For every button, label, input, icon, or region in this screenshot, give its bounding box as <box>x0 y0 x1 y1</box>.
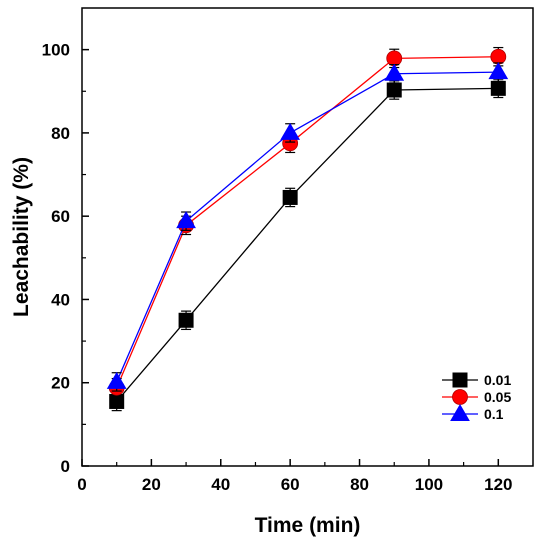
data-point <box>490 80 506 96</box>
legend: 0.010.050.1 <box>442 372 511 422</box>
series-0.05 <box>108 46 507 398</box>
y-tick-label: 40 <box>51 290 70 309</box>
y-tick-label: 20 <box>51 374 70 393</box>
data-point <box>386 82 402 98</box>
plot-area <box>81 7 534 467</box>
data-point <box>490 48 507 65</box>
y-axis: 0 20 40 60 80 100 <box>42 41 89 476</box>
legend-marker <box>452 389 468 405</box>
series-0.01 <box>109 78 506 412</box>
legend-item-0.05: 0.05 <box>442 389 511 405</box>
legend-label: 0.1 <box>484 406 504 422</box>
x-tick-label: 100 <box>415 475 443 494</box>
y-tick-label: 60 <box>51 207 70 226</box>
x-tick-label: 80 <box>350 475 369 494</box>
legend-item-0.01: 0.01 <box>442 372 511 388</box>
data-point <box>106 371 127 389</box>
legend-label: 0.01 <box>484 372 511 388</box>
y-tick-label: 80 <box>51 124 70 143</box>
legend-marker <box>452 372 468 388</box>
x-tick-label: 20 <box>142 475 161 494</box>
data-point <box>384 63 405 81</box>
plot-frame <box>81 7 534 467</box>
x-axis-title: Time (min) <box>255 514 361 537</box>
x-axis: 0 20 40 60 80 100 120 <box>77 459 512 494</box>
x-tick-label: 120 <box>484 475 512 494</box>
data-point <box>386 50 403 67</box>
x-tick-label: 60 <box>281 475 300 494</box>
data-point <box>282 189 298 205</box>
data-point <box>176 211 196 229</box>
series-0.1 <box>106 62 509 392</box>
series-layer <box>106 46 509 412</box>
legend-item-0.1: 0.1 <box>442 404 504 422</box>
series-line <box>116 87 499 402</box>
y-axis-title: Leachability (%) <box>10 157 33 317</box>
y-tick-label: 0 <box>61 457 70 476</box>
series-line <box>116 56 499 388</box>
x-tick-label: 40 <box>211 475 230 494</box>
y-tick-label: 100 <box>42 41 70 60</box>
legend-label: 0.05 <box>484 389 511 405</box>
data-point <box>488 62 509 80</box>
data-point <box>178 312 194 328</box>
data-point <box>280 122 301 140</box>
x-tick-label: 0 <box>77 475 86 494</box>
legend-marker <box>450 404 470 421</box>
